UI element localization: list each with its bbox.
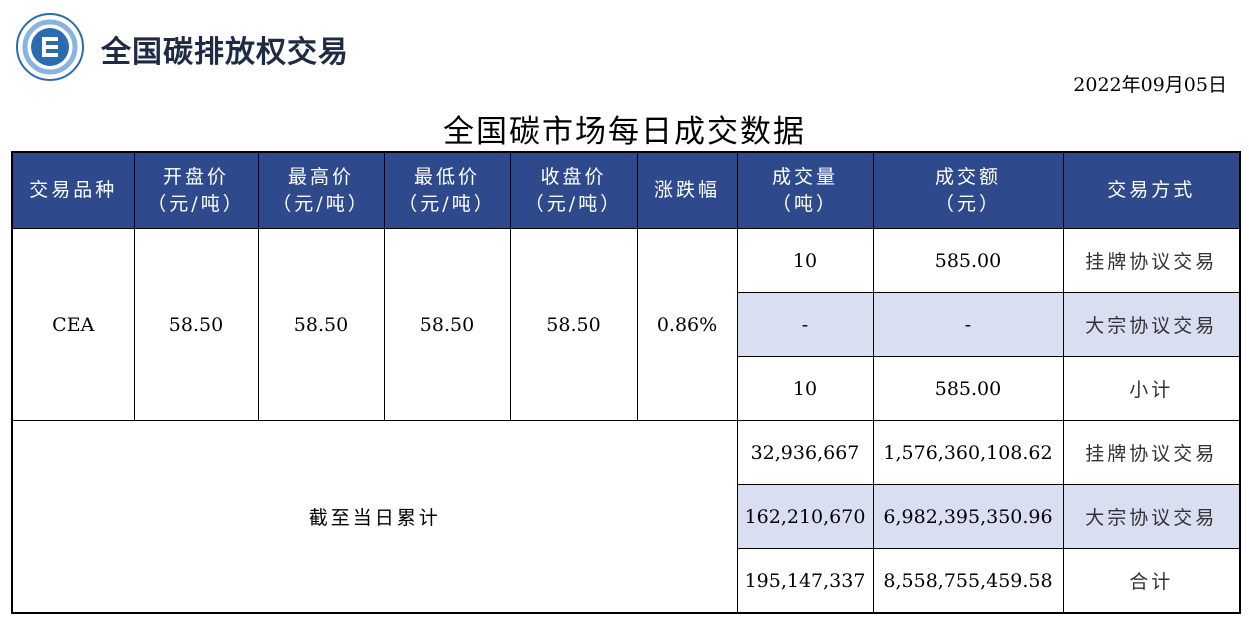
header-change: 涨跌幅 <box>636 151 738 229</box>
method-cell: 挂牌协议交易 <box>1062 228 1241 293</box>
volume-cell: - <box>736 292 874 357</box>
header-method: 交易方式 <box>1062 151 1241 229</box>
method-cell: 合计 <box>1062 548 1241 614</box>
amount-cell: 585.00 <box>872 356 1064 421</box>
header-amount: 成交额 （元） <box>872 151 1064 229</box>
open-price-cell: 58.50 <box>133 228 259 421</box>
volume-cell: 10 <box>736 228 874 293</box>
method-cell: 挂牌协议交易 <box>1062 420 1241 485</box>
close-price-cell: 58.50 <box>509 228 638 421</box>
amount-cell: 6,982,395,350.96 <box>872 484 1064 549</box>
exchange-logo-icon <box>16 13 84 81</box>
volume-cell: 10 <box>736 356 874 421</box>
header-high: 最高价 （元/吨） <box>257 151 385 229</box>
amount-cell: 1,576,360,108.62 <box>872 420 1064 485</box>
report-title: 全国碳市场每日成交数据 <box>443 114 806 150</box>
header-close: 收盘价 （元/吨） <box>509 151 638 229</box>
header-product: 交易品种 <box>11 151 135 229</box>
table-row: 截至当日累计 32,936,667 1,576,360,108.62 挂牌协议交… <box>11 420 1241 614</box>
amount-cell: 585.00 <box>872 228 1064 293</box>
header-low: 最低价 （元/吨） <box>383 151 511 229</box>
product-cell: CEA <box>11 228 135 421</box>
method-cell: 小计 <box>1062 356 1241 421</box>
daily-trading-table: 交易品种 开盘价 （元/吨） 最高价 （元/吨） 最低价 （元/吨） 收盘价 （元/吨）… <box>11 151 1241 614</box>
report-date: 2022年09月05日 <box>1073 74 1227 96</box>
low-price-cell: 58.50 <box>383 228 511 421</box>
method-cell: 大宗协议交易 <box>1062 484 1241 549</box>
table-row: - - 大宗协议交易 <box>12 292 1241 357</box>
brand-name: 全国碳排放权交易 <box>101 35 349 70</box>
cumulative-label-cell: 截至当日累计 <box>11 420 738 614</box>
amount-cell: - <box>872 292 1064 357</box>
table-row: CEA 58.50 58.50 58.50 58.50 0.86% 10 585… <box>11 228 1241 421</box>
table-row: 10 585.00 小计 <box>12 356 1241 421</box>
method-cell: 大宗协议交易 <box>1062 292 1241 357</box>
header-open: 开盘价 （元/吨） <box>133 151 259 229</box>
volume-cell: 32,936,667 <box>736 420 874 485</box>
header-volume: 成交量 （吨） <box>736 151 874 229</box>
high-price-cell: 58.50 <box>257 228 385 421</box>
amount-cell: 8,558,755,459.58 <box>872 548 1064 614</box>
change-cell: 0.86% <box>636 228 738 421</box>
header-row: 交易品种 开盘价 （元/吨） 最高价 （元/吨） 最低价 （元/吨） 收盘价 （元/吨）… <box>11 151 1241 229</box>
table-row: 195,147,337 8,558,755,459.58 合计 <box>12 548 1241 614</box>
volume-cell: 162,210,670 <box>736 484 874 549</box>
table-row: 162,210,670 6,982,395,350.96 大宗协议交易 <box>12 484 1241 549</box>
volume-cell: 195,147,337 <box>736 548 874 614</box>
